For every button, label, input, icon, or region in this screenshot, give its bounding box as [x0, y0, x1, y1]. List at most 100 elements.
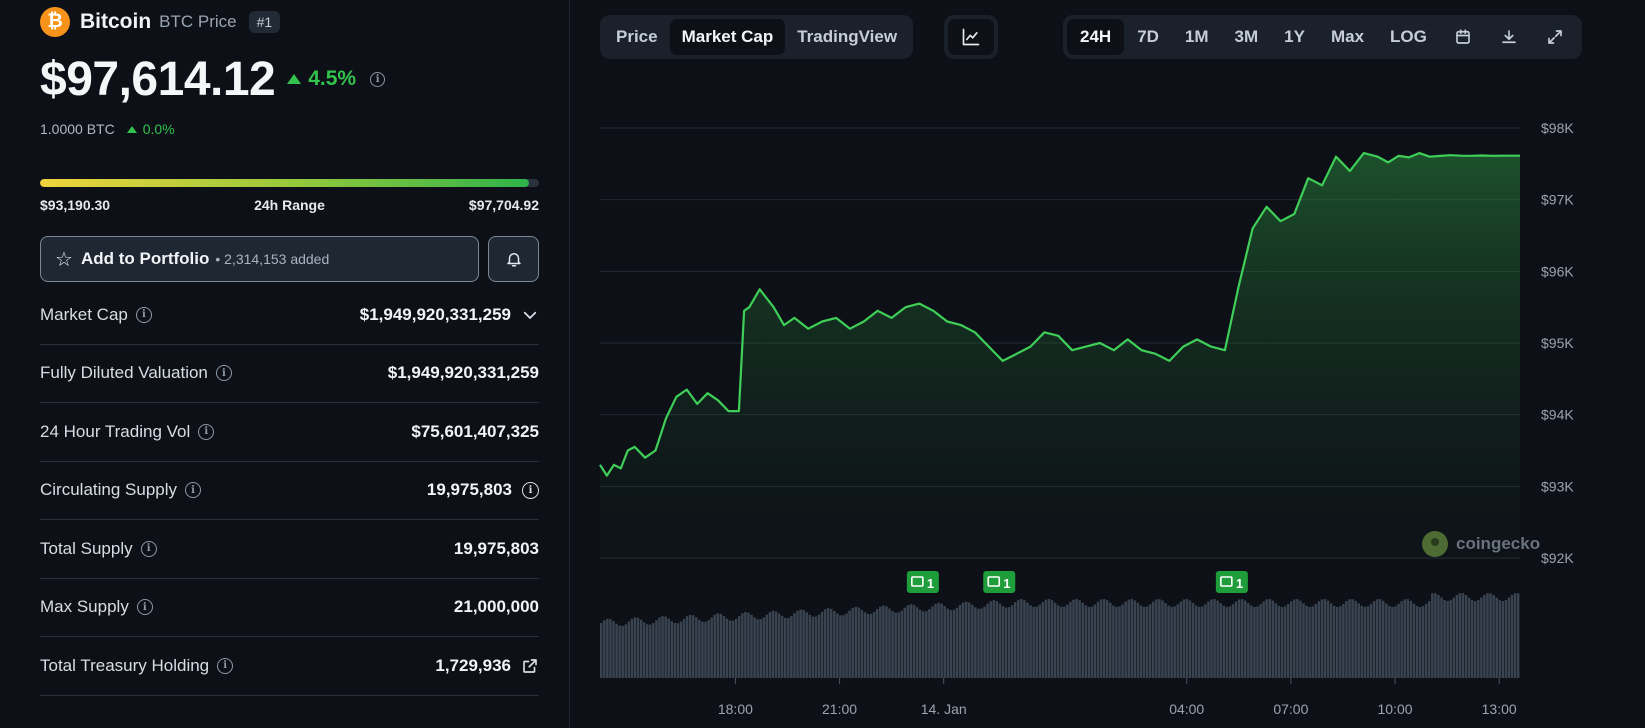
volume-bar — [1299, 600, 1302, 678]
calendar-button[interactable] — [1440, 19, 1486, 55]
volume-bar — [768, 612, 772, 678]
volume-bar — [1182, 599, 1186, 678]
volume-bar — [1072, 599, 1075, 678]
volume-bar — [762, 617, 765, 678]
volume-bar — [1075, 599, 1078, 678]
volume-bar — [826, 608, 830, 678]
volume-bar — [676, 623, 680, 678]
info-icon[interactable]: i — [370, 71, 386, 87]
news-marker[interactable]: 1 — [1215, 571, 1248, 593]
volume-bar — [946, 608, 949, 678]
volume-bar — [1498, 600, 1501, 678]
volume-bar — [710, 617, 713, 678]
stat-value-text: $75,601,407,325 — [411, 421, 539, 441]
volume-bar — [876, 609, 879, 678]
range-1y[interactable]: 1Y — [1284, 27, 1305, 46]
volume-bar — [845, 613, 848, 678]
volume-bar — [1480, 597, 1483, 678]
range-log[interactable]: LOG — [1390, 27, 1427, 46]
volume-bar — [1194, 605, 1198, 678]
stat-value: 1,729,936 — [435, 656, 539, 676]
volume-bar — [1323, 599, 1327, 678]
volume-bar — [989, 601, 992, 678]
volume-bar — [1026, 602, 1029, 678]
info-icon[interactable]: i — [136, 599, 153, 616]
volume-bar — [1139, 605, 1143, 678]
volume-bar — [738, 616, 741, 678]
tab-tradingview[interactable]: TradingView — [797, 27, 898, 46]
y-tick-label: $96K — [1541, 263, 1574, 279]
volume-bar — [1363, 607, 1367, 678]
range-max[interactable]: Max — [1330, 27, 1365, 46]
news-marker[interactable]: 1 — [983, 571, 1016, 593]
volume-bar — [1357, 603, 1360, 678]
volume-bar — [1038, 604, 1041, 678]
volume-bar — [1145, 606, 1149, 678]
volume-bar — [1455, 595, 1459, 678]
volume-bar — [679, 621, 683, 678]
info-icon[interactable]: i — [135, 306, 152, 323]
info-icon[interactable]: i — [140, 540, 157, 557]
info-icon[interactable]: i — [215, 365, 232, 382]
volume-bar — [1336, 607, 1339, 678]
range-1m[interactable]: 1M — [1184, 27, 1209, 46]
volume-bar — [860, 609, 864, 678]
price-area-fill — [600, 153, 1520, 560]
volume-bar — [1360, 605, 1363, 678]
volume-bar — [790, 616, 793, 678]
range-labels: $93,190.30 24h Range $97,704.92 — [40, 197, 539, 213]
volume-bar — [1219, 603, 1222, 678]
range-7d[interactable]: 7D — [1137, 27, 1159, 46]
volume-bar — [685, 616, 689, 678]
volume-bar — [1066, 604, 1069, 678]
volume-bar — [771, 610, 775, 678]
tab-market-cap[interactable]: Market Cap — [669, 19, 786, 55]
volume-bar — [664, 616, 667, 678]
volume-bar — [661, 616, 664, 678]
download-button[interactable] — [1486, 19, 1532, 55]
volume-bar — [1118, 606, 1121, 678]
y-tick-label: $97K — [1541, 192, 1574, 208]
volume-bar — [998, 603, 1002, 678]
volume-bar — [1234, 601, 1238, 678]
price-change-pct: 4.5% — [308, 67, 357, 90]
volume-bar — [1317, 601, 1321, 678]
news-marker[interactable]: 1 — [906, 571, 939, 593]
range-24h[interactable]: 24H — [1067, 19, 1125, 55]
volume-bar — [1078, 600, 1081, 678]
price-alert-button[interactable] — [488, 236, 539, 282]
stat-row: Total Treasury Holding i 1,729,936 — [40, 637, 539, 696]
range-3m[interactable]: 3M — [1234, 27, 1259, 46]
chart-view-tabs: Price Market Cap TradingView — [600, 15, 914, 59]
volume-bar — [639, 619, 643, 678]
stat-label-text: Total Treasury Holding — [40, 655, 210, 675]
volume-bar — [1112, 605, 1115, 678]
volume-bar — [1345, 601, 1348, 678]
info-icon[interactable]: i — [522, 481, 539, 499]
chevron-down-icon[interactable] — [521, 306, 539, 324]
info-icon[interactable]: i — [217, 657, 234, 674]
stat-value-text: $1,949,920,331,259 — [387, 363, 539, 383]
fullscreen-button[interactable] — [1532, 19, 1578, 55]
add-to-portfolio-button[interactable]: ☆ Add to Portfolio • 2,314,153 added — [40, 236, 479, 282]
line-chart-button[interactable] — [948, 19, 994, 55]
news-marker-count: 1 — [1236, 576, 1243, 591]
info-icon[interactable]: i — [198, 423, 215, 440]
volume-bar — [784, 617, 787, 678]
volume-bar — [915, 607, 919, 678]
volume-bar — [1385, 603, 1388, 678]
volume-bar — [756, 619, 759, 678]
y-tick-label: $95K — [1541, 335, 1574, 351]
volume-bar — [1130, 599, 1133, 678]
volume-bar — [1274, 603, 1278, 678]
volume-bar — [1354, 600, 1357, 678]
volume-bar — [1093, 604, 1097, 678]
volume-bar — [820, 611, 824, 678]
volume-bar — [1188, 600, 1192, 678]
volume-bar — [971, 604, 974, 678]
tab-price[interactable]: Price — [616, 27, 658, 46]
external-link-icon[interactable] — [521, 657, 539, 675]
volume-bar — [823, 609, 827, 678]
info-icon[interactable]: i — [185, 482, 202, 499]
volume-bar — [627, 621, 631, 678]
